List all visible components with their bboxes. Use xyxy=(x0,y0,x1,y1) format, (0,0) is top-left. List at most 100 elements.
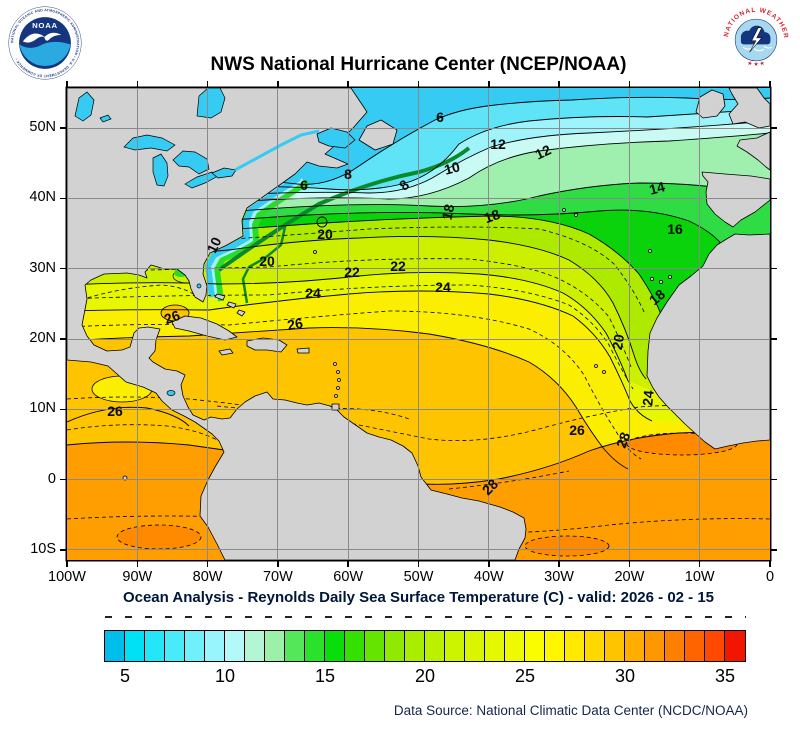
x-axis-tick xyxy=(558,81,560,88)
y-axis-label: 40N xyxy=(29,189,56,206)
island-cuba xyxy=(171,315,238,341)
colorbar-cell xyxy=(404,630,426,662)
colorbar-cell xyxy=(664,630,686,662)
island-ireland xyxy=(695,89,726,119)
colorbar-cell xyxy=(224,630,246,662)
x-axis-label: 0 xyxy=(765,569,775,585)
x-axis-tick xyxy=(277,560,279,567)
colorbar-cell xyxy=(344,630,366,662)
x-axis-tick xyxy=(769,560,771,567)
x-axis-tick xyxy=(698,560,701,567)
page-title: NWS National Hurricane Center (NCEP/NOAA… xyxy=(210,54,627,75)
colorbar-cell xyxy=(124,630,146,662)
lake-huron xyxy=(172,150,210,175)
colorbar-tick-label: 20 xyxy=(414,666,436,686)
colorbar-cell xyxy=(424,630,446,662)
gulf-of-st-lawrence xyxy=(316,127,356,149)
colorbar-tick-label: 5 xyxy=(119,666,130,686)
y-axis-tick xyxy=(60,338,67,340)
island-great-britain xyxy=(728,88,770,129)
colorbar-tick-label: 15 xyxy=(314,666,336,686)
x-axis-tick xyxy=(769,81,771,88)
x-axis-tick xyxy=(136,560,139,567)
x-axis-label: 60W xyxy=(333,569,364,585)
lake-michigan xyxy=(152,153,169,187)
coastal-cold-strips xyxy=(205,146,471,304)
x-axis-tick xyxy=(628,81,631,88)
map-caption: Ocean Analysis - Reynolds Daily Sea Surf… xyxy=(122,589,715,606)
y-axis-tick xyxy=(770,338,777,340)
colorbar-cell xyxy=(624,630,646,662)
x-axis-tick xyxy=(347,560,349,567)
x-axis-label: 10W xyxy=(684,569,715,585)
island-jamaica xyxy=(218,348,234,356)
st-lawrence-river xyxy=(234,129,320,172)
colorbar-cell xyxy=(264,630,286,662)
colorbar-tick-label: 30 xyxy=(614,666,636,686)
colorbar-cell xyxy=(504,630,526,662)
islands-lesser-antilles xyxy=(333,362,341,398)
y-axis-tick xyxy=(770,549,777,551)
noaa-gull-left-wing-icon xyxy=(22,33,45,43)
colorbar-cell xyxy=(104,630,126,662)
island-madeira xyxy=(648,249,652,253)
lake-okeechobee xyxy=(196,283,202,289)
y-axis-label: 50N xyxy=(29,119,56,136)
island-trinidad xyxy=(331,403,340,411)
x-axis-tick xyxy=(136,81,139,88)
james-bay xyxy=(196,88,226,119)
data-source-note: Data Source: National Climatic Data Cent… xyxy=(393,703,748,718)
y-axis-tick xyxy=(60,549,67,551)
colorbar-cell xyxy=(464,630,486,662)
land-africa xyxy=(646,233,770,450)
x-axis-tick xyxy=(488,81,490,88)
land-france xyxy=(736,131,770,171)
lake-nicaragua xyxy=(166,390,176,396)
colorbar-cell xyxy=(164,630,186,662)
noaa-gull-right-wing-icon xyxy=(44,32,62,41)
colorbar-cell xyxy=(304,630,326,662)
x-axis-tick xyxy=(347,81,349,88)
y-axis-tick xyxy=(770,197,777,200)
colorbar-cell xyxy=(184,630,206,662)
nws-lightning-icon xyxy=(749,27,763,53)
islands-canaries xyxy=(650,274,673,284)
colorbar-cell xyxy=(284,630,306,662)
y-axis-tick xyxy=(770,267,777,270)
y-axis-tick xyxy=(60,127,67,129)
colorbar-labels: 5 10 15 20 25 30 35 xyxy=(104,666,747,690)
y-axis-tick xyxy=(770,408,777,411)
y-axis-tick xyxy=(770,127,777,129)
x-axis-label: 30W xyxy=(544,569,574,585)
land-iberia xyxy=(701,171,770,228)
noaa-acronym: NOAA xyxy=(32,21,58,30)
colorbar-cell xyxy=(584,630,606,662)
y-axis-tick xyxy=(60,197,67,200)
x-axis-tick xyxy=(488,560,490,567)
noaa-emblem-sea xyxy=(19,41,71,67)
colorbar-tick-label: 25 xyxy=(514,666,536,686)
colorbar-cell xyxy=(384,630,406,662)
colorbar-cell xyxy=(704,630,726,662)
lake-winnipeg xyxy=(74,91,95,122)
colorbar-tick-label: 10 xyxy=(214,666,236,686)
colorbar-cell xyxy=(724,630,746,662)
colorbar-cell xyxy=(564,630,586,662)
y-axis-label: 0 xyxy=(47,470,56,487)
y-axis-tick xyxy=(60,408,67,411)
x-axis-tick xyxy=(206,81,209,88)
x-axis-tick xyxy=(628,560,631,567)
lake-ontario xyxy=(211,167,237,179)
y-axis-label: 20N xyxy=(29,330,56,346)
colorbar-cell xyxy=(244,630,266,662)
x-axis-label: 90W xyxy=(122,569,153,585)
y-axis-tick xyxy=(770,478,777,481)
x-axis-tick xyxy=(417,81,420,88)
nws-logo: NATIONAL WEATHER SERVICE ★ ★ ★ xyxy=(720,4,792,76)
colorbar-tick-label: 35 xyxy=(714,666,736,686)
x-axis-tick xyxy=(277,81,279,88)
x-axis-label: 80W xyxy=(192,569,223,585)
colorbar-cell xyxy=(204,630,226,662)
x-axis-tick xyxy=(698,81,701,88)
